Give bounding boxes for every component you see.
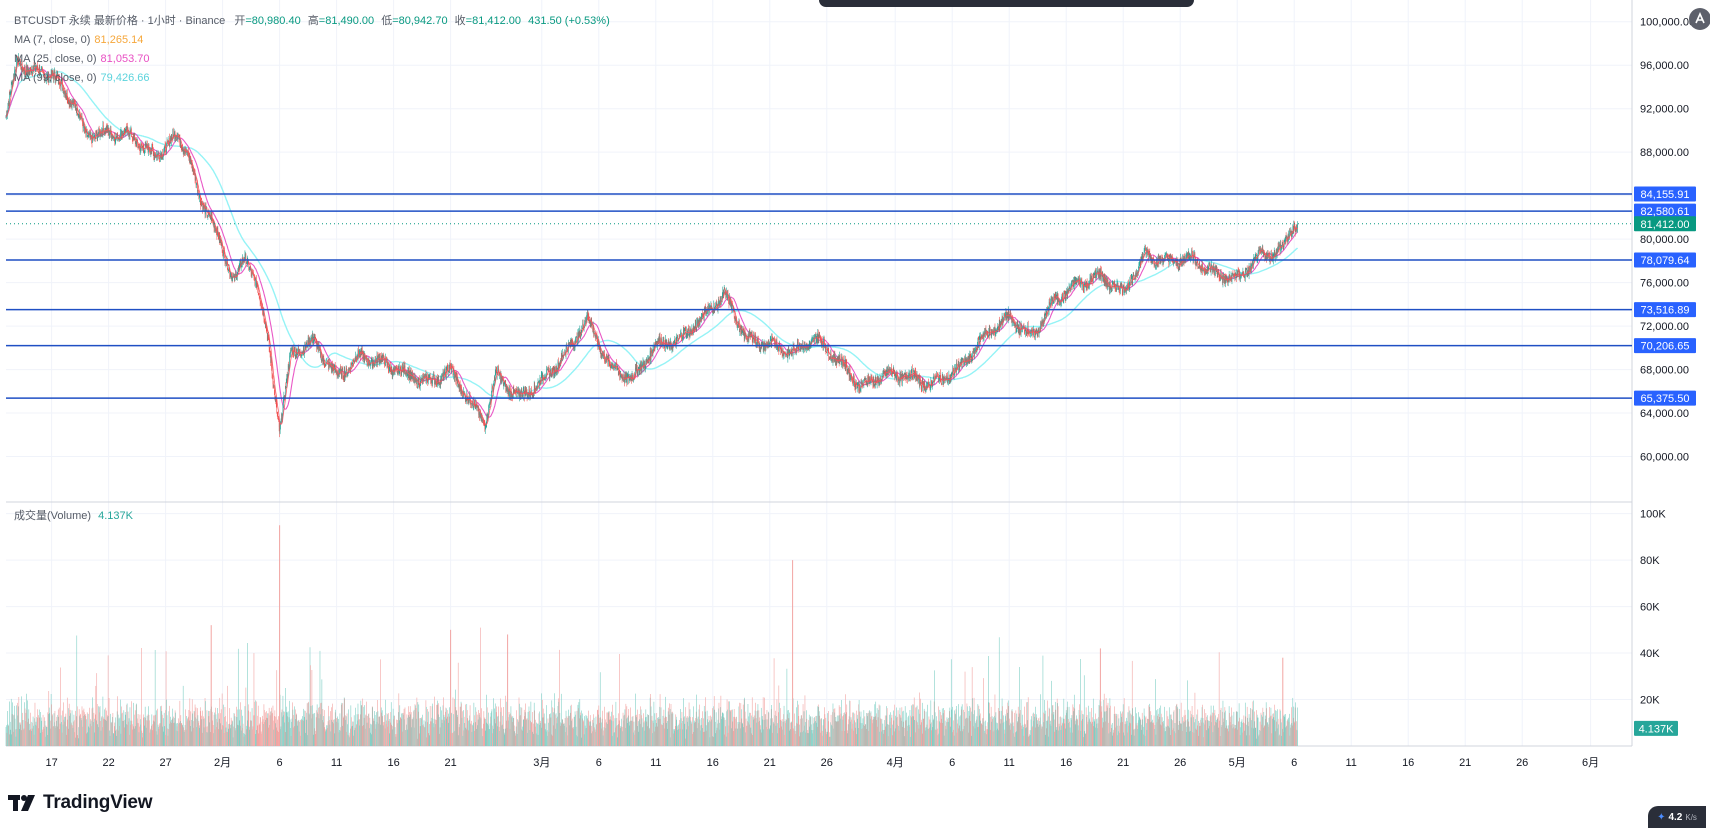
change-value: 431.50 (+0.53%): [528, 15, 610, 27]
ma99-path: [5, 70, 1299, 399]
close-value: =81,412.00: [465, 15, 522, 27]
ma25-value: 81,053.70: [100, 53, 150, 65]
close-label: 收: [454, 15, 466, 27]
top-toolbar-handle[interactable]: [819, 0, 1194, 7]
ma25-line: [5, 66, 1298, 418]
ma7-label: MA (7, close, 0): [14, 34, 91, 46]
ma7-value: 81,265.14: [94, 34, 144, 46]
ma99-label: MA (99, close, 0): [14, 72, 97, 84]
ma25-path: [5, 66, 1298, 418]
ma99-line: [5, 70, 1299, 399]
ma25-label: MA (25, close, 0): [14, 53, 97, 65]
open-label: 开: [234, 15, 246, 27]
auto-scale-button[interactable]: [1689, 8, 1710, 30]
low-label: 低: [381, 15, 393, 27]
volume-value: 4.137K: [98, 510, 133, 522]
auto-scale-icon: [1695, 12, 1705, 24]
symbol-title: BTCUSDT 永续 最新价格 · 1小时 · Binance: [14, 15, 226, 27]
open-value: =80,980.40: [245, 15, 301, 27]
chart-legend: BTCUSDT 永续 最新价格 · 1小时 · Binance 开=80,980…: [14, 12, 610, 88]
high-label: 高: [307, 15, 319, 27]
low-value: =80,942.70: [392, 15, 448, 27]
high-value: =81,490.00: [318, 15, 375, 27]
ma99-value: 79,426.66: [100, 72, 150, 84]
volume-label: 成交量(Volume): [14, 510, 92, 522]
grid-lines: [6, 0, 1632, 746]
volume-legend: 成交量(Volume) 4.137K: [14, 507, 133, 523]
volume-bars: [5, 525, 1298, 746]
